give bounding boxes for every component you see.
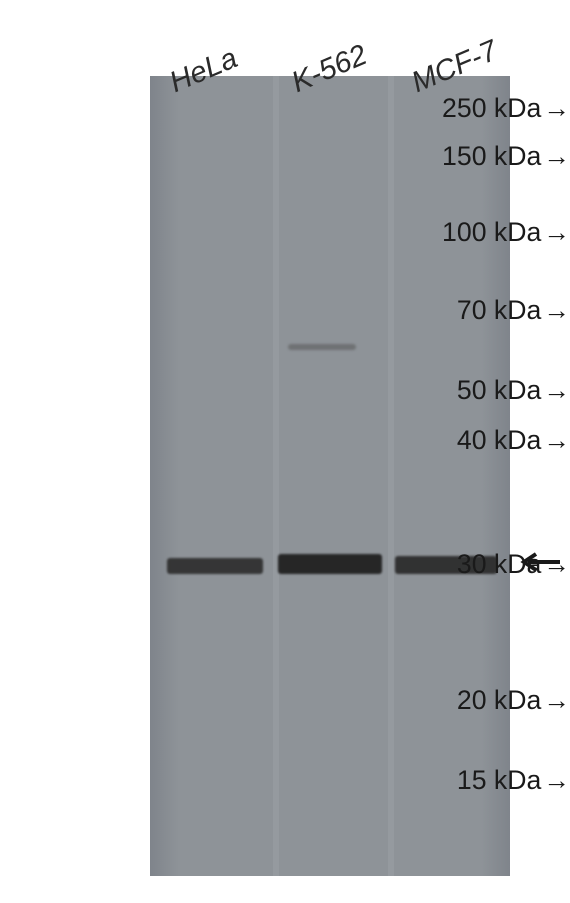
mw-marker-text: 50 kDa [457,375,541,406]
protein-band [278,554,382,574]
mw-marker-label: 30 kDa→ [422,550,570,578]
lane-divider [388,76,394,876]
mw-marker-text: 30 kDa [457,549,541,580]
arrow-right-icon: → [543,217,570,248]
arrow-right-icon: → [543,425,570,456]
mw-marker-label: 150 kDa→ [422,142,570,170]
mw-marker-label: 50 kDa→ [422,376,570,404]
arrow-right-icon: → [543,375,570,406]
mw-marker-text: 15 kDa [457,765,541,796]
mw-marker-text: 70 kDa [457,295,541,326]
mw-marker-text: 250 kDa [442,93,541,124]
arrow-right-icon: → [543,295,570,326]
arrow-right-icon: → [543,141,570,172]
mw-marker-text: 40 kDa [457,425,541,456]
arrow-right-icon: → [543,685,570,716]
mw-marker-text: 150 kDa [442,141,541,172]
mw-marker-text: 100 kDa [442,217,541,248]
watermark: WWW.PTGLAB.COM [73,150,147,790]
mw-marker-label: 40 kDa→ [422,426,570,454]
lane-divider [273,76,279,876]
arrow-right-icon: → [543,765,570,796]
mw-marker-label: 15 kDa→ [422,766,570,794]
mw-marker-text: 20 kDa [457,685,541,716]
protein-band [288,344,356,350]
blot-container: { "canvas": { "width": 570, "height": 90… [0,0,570,903]
mw-marker-label: 100 kDa→ [422,218,570,246]
arrow-right-icon: → [543,549,570,580]
mw-marker-label: 70 kDa→ [422,296,570,324]
blot-membrane [150,76,510,876]
mw-marker-label: 250 kDa→ [422,94,570,122]
arrow-right-icon: → [543,93,570,124]
mw-marker-label: 20 kDa→ [422,686,570,714]
protein-band [167,558,263,574]
